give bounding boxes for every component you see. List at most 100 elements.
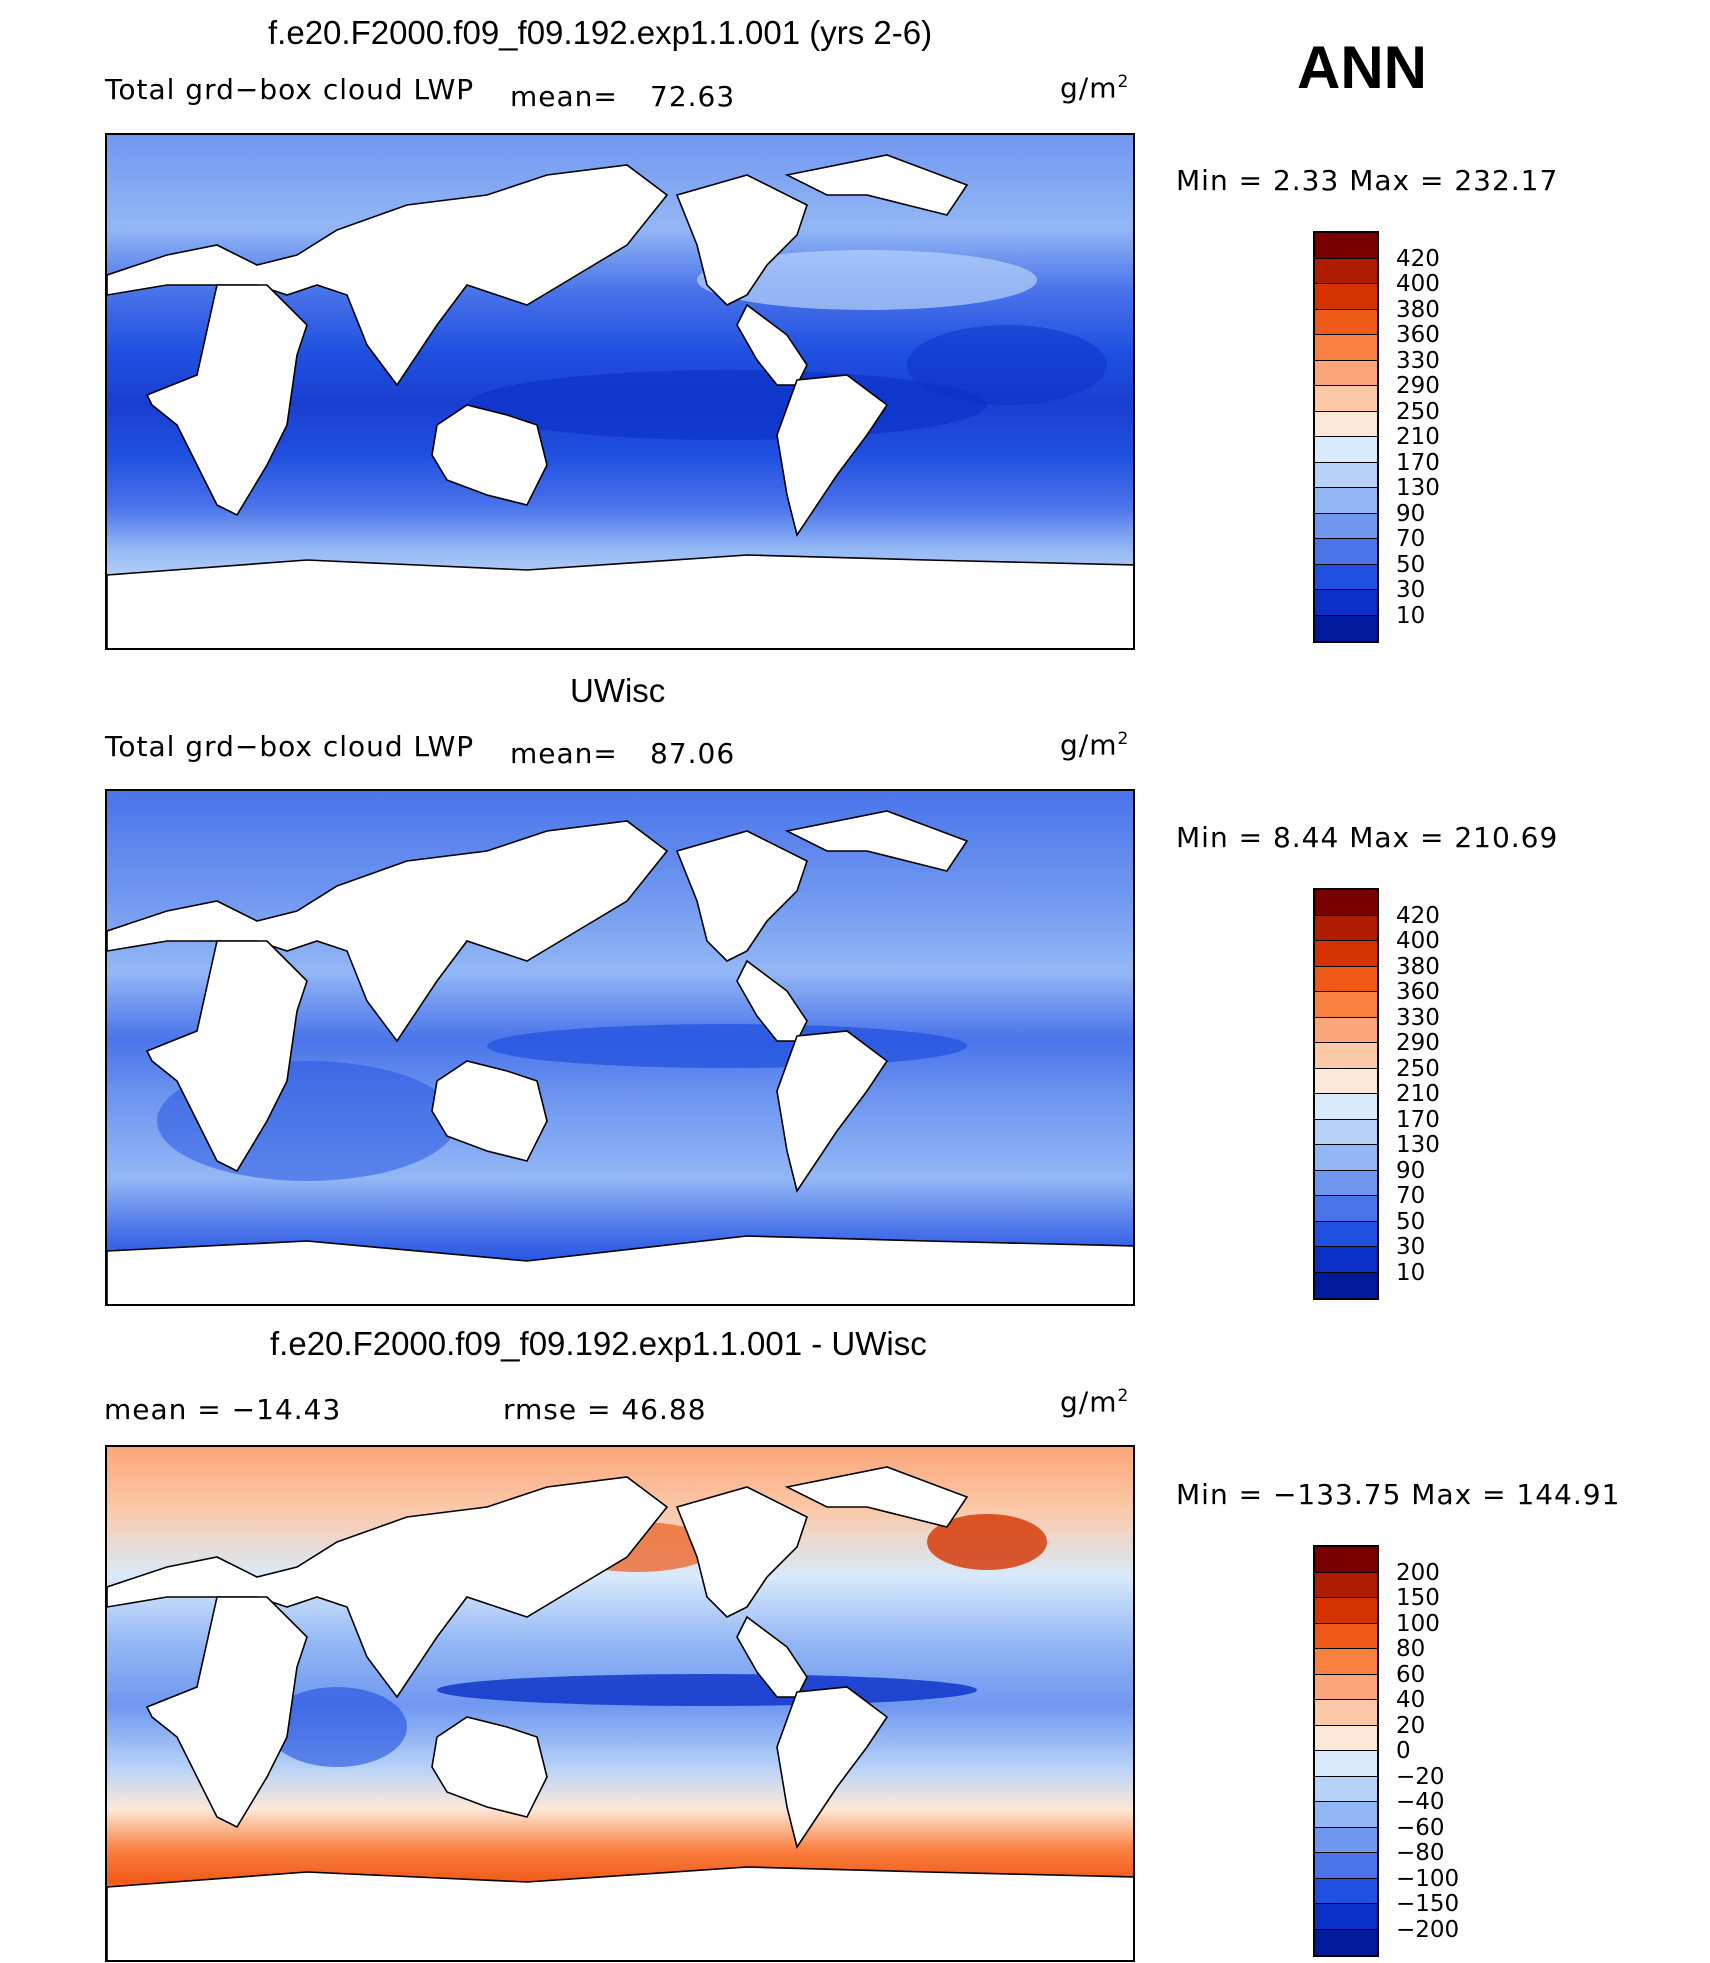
colorbar-swatch bbox=[1315, 1776, 1377, 1802]
colorbar-swatch bbox=[1315, 1094, 1377, 1120]
panel3-map bbox=[105, 1445, 1135, 1962]
colorbar-swatch bbox=[1315, 590, 1377, 616]
colorbar-swatch bbox=[1315, 915, 1377, 941]
colorbar-label: 50 bbox=[1396, 551, 1426, 578]
colorbar-swatch bbox=[1315, 437, 1377, 463]
colorbar-swatch bbox=[1315, 1878, 1377, 1904]
colorbar-swatch bbox=[1315, 1043, 1377, 1069]
colorbar-label: 400 bbox=[1396, 928, 1440, 954]
colorbar-label: 420 bbox=[1396, 245, 1440, 272]
colorbar-swatch bbox=[1315, 1802, 1377, 1828]
colorbar-swatch bbox=[1315, 1547, 1377, 1573]
colorbar-label: 20 bbox=[1396, 1712, 1426, 1739]
panel3-rmse: rmse = 46.88 bbox=[503, 1393, 707, 1426]
colorbar-label: 10 bbox=[1396, 602, 1426, 629]
colorbar-swatch bbox=[1315, 258, 1377, 284]
colorbar-swatch bbox=[1315, 462, 1377, 488]
colorbar-label: 360 bbox=[1396, 322, 1440, 348]
colorbar-label: 210 bbox=[1396, 1081, 1440, 1107]
colorbar-swatch bbox=[1315, 513, 1377, 539]
colorbar-swatch bbox=[1315, 941, 1377, 967]
colorbar-swatch bbox=[1315, 1119, 1377, 1145]
colorbar-swatch bbox=[1315, 1929, 1377, 1955]
panel1-title: f.e20.F2000.f09_f09.192.exp1.1.001 (yrs … bbox=[268, 14, 933, 51]
colorbar-swatch bbox=[1315, 488, 1377, 514]
colorbar-swatch bbox=[1315, 1017, 1377, 1043]
colorbar-label: 420 bbox=[1396, 902, 1440, 929]
colorbar-label: 80 bbox=[1396, 1636, 1426, 1662]
panel2-units: g/m2 bbox=[1060, 728, 1130, 762]
colorbar-swatch bbox=[1315, 992, 1377, 1018]
colorbar-swatch bbox=[1315, 360, 1377, 386]
colorbar-swatch bbox=[1315, 1221, 1377, 1247]
colorbar-label: −100 bbox=[1396, 1865, 1460, 1892]
colorbar-label: 210 bbox=[1396, 424, 1440, 450]
colorbar-label: 290 bbox=[1396, 1030, 1440, 1056]
colorbar-swatch bbox=[1315, 1751, 1377, 1777]
panel2-minmax: Min = 8.44 Max = 210.69 bbox=[1176, 821, 1559, 854]
colorbar-label: 360 bbox=[1396, 979, 1440, 1005]
colorbar-swatch bbox=[1315, 1170, 1377, 1196]
colorbar-label: 30 bbox=[1396, 1234, 1426, 1260]
colorbar-label: 200 bbox=[1396, 1559, 1440, 1586]
colorbar-swatch bbox=[1315, 1068, 1377, 1094]
colorbar-swatch bbox=[1315, 1272, 1377, 1298]
panel3-coastlines bbox=[107, 1466, 1133, 1960]
colorbar-label: 70 bbox=[1396, 1183, 1426, 1209]
panel2-map-svg bbox=[107, 791, 1133, 1304]
colorbar-label: 250 bbox=[1396, 398, 1440, 425]
colorbar-label: 100 bbox=[1396, 1610, 1440, 1637]
colorbar-label: 60 bbox=[1396, 1661, 1426, 1688]
colorbar-label: −80 bbox=[1396, 1840, 1445, 1866]
colorbar-label: 330 bbox=[1396, 347, 1440, 374]
colorbar-swatch bbox=[1315, 1904, 1377, 1930]
panel2-coastlines bbox=[107, 810, 1133, 1304]
panel1-mean-value: 72.63 bbox=[650, 80, 736, 113]
panel1-coastlines bbox=[107, 154, 1133, 648]
colorbar-label: −200 bbox=[1396, 1916, 1460, 1943]
colorbar-swatch bbox=[1315, 1623, 1377, 1649]
colorbar-swatch bbox=[1315, 1700, 1377, 1726]
colorbar-label: −60 bbox=[1396, 1814, 1445, 1841]
colorbar-swatch bbox=[1315, 1827, 1377, 1853]
colorbar-label: 10 bbox=[1396, 1259, 1426, 1286]
colorbar-label: 380 bbox=[1396, 296, 1440, 323]
panel2-colorbar bbox=[1313, 888, 1379, 1300]
colorbar-swatch bbox=[1315, 1598, 1377, 1624]
panel3-title: f.e20.F2000.f09_f09.192.exp1.1.001 - UWi… bbox=[270, 1325, 927, 1362]
panel3-units: g/m2 bbox=[1060, 1385, 1130, 1419]
colorbar-swatch bbox=[1315, 284, 1377, 310]
colorbar-swatch bbox=[1315, 1725, 1377, 1751]
colorbar-swatch bbox=[1315, 1196, 1377, 1222]
colorbar-swatch bbox=[1315, 309, 1377, 335]
colorbar-label: 380 bbox=[1396, 953, 1440, 980]
colorbar-label: 150 bbox=[1396, 1585, 1440, 1611]
colorbar-label: 250 bbox=[1396, 1055, 1440, 1082]
panel3-colorbar bbox=[1313, 1545, 1379, 1957]
panel2-mean-value: 87.06 bbox=[650, 737, 736, 770]
panel1-map bbox=[105, 133, 1135, 650]
colorbar-label: 50 bbox=[1396, 1208, 1426, 1235]
colorbar-label: 400 bbox=[1396, 271, 1440, 297]
colorbar-swatch bbox=[1315, 1674, 1377, 1700]
colorbar-swatch bbox=[1315, 615, 1377, 641]
panel2-mean-label: mean= bbox=[510, 737, 618, 770]
colorbar-label: −150 bbox=[1396, 1891, 1460, 1917]
colorbar-swatch bbox=[1315, 386, 1377, 412]
panel2-title: UWisc bbox=[570, 672, 666, 709]
colorbar-label: 30 bbox=[1396, 577, 1426, 603]
colorbar-swatch bbox=[1315, 966, 1377, 992]
panel1-colorbar bbox=[1313, 231, 1379, 643]
colorbar-swatch bbox=[1315, 233, 1377, 259]
colorbar-swatch bbox=[1315, 1145, 1377, 1171]
panel2-field: Total grd−box cloud LWP bbox=[105, 730, 475, 763]
panel1-map-svg bbox=[107, 135, 1133, 648]
colorbar-label: 90 bbox=[1396, 500, 1426, 527]
panel3-mean: mean = −14.43 bbox=[104, 1393, 342, 1426]
panel1-units: g/m2 bbox=[1060, 71, 1130, 105]
colorbar-swatch bbox=[1315, 1247, 1377, 1273]
colorbar-swatch bbox=[1315, 411, 1377, 437]
colorbar-label: 290 bbox=[1396, 373, 1440, 399]
panel3-minmax: Min = −133.75 Max = 144.91 bbox=[1176, 1478, 1621, 1511]
colorbar-label: 130 bbox=[1396, 1132, 1440, 1158]
